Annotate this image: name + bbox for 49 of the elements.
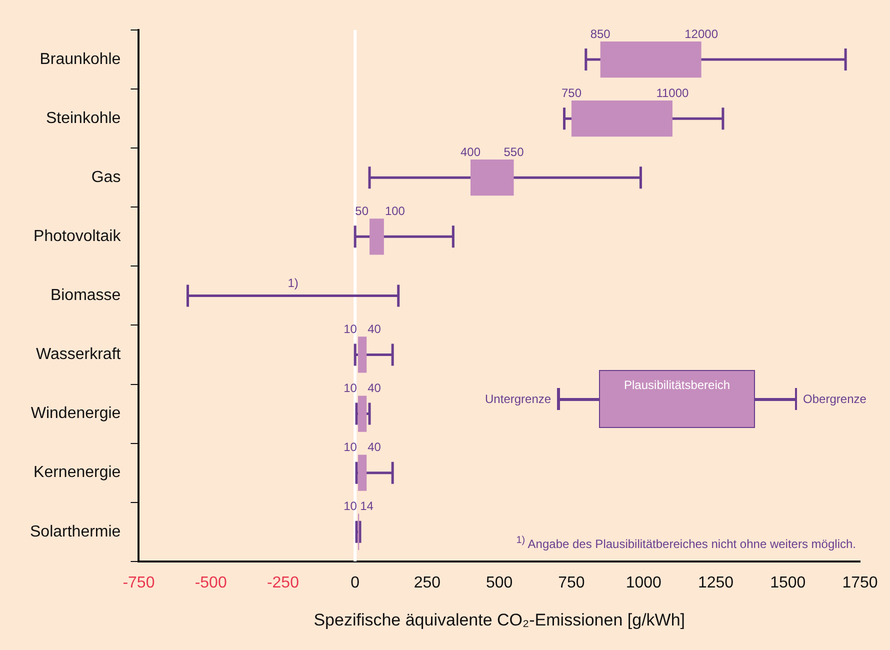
y-tick-label: Kernenergie	[34, 464, 121, 482]
y-tick-label: Photovoltaik	[34, 228, 122, 246]
bar	[358, 454, 367, 491]
annotation: 10	[344, 440, 358, 454]
x-tick-label: -750	[122, 574, 155, 592]
bar	[370, 218, 384, 255]
annotation: 12000	[684, 26, 718, 41]
annotation: 14	[360, 499, 374, 514]
annotation: 40	[368, 322, 382, 336]
y-tick-label: Solarthermie	[30, 523, 121, 540]
x-tick-label: 500	[486, 574, 513, 592]
annotation: 400	[460, 144, 481, 159]
y-tick-label: Steinkohle	[46, 110, 121, 127]
bar	[358, 396, 367, 432]
annotation: 40	[368, 381, 382, 396]
x-axis-title: Spezifische äquivalente CO₂-Emissionen [g/kWh]	[314, 610, 686, 630]
bar	[358, 336, 367, 373]
x-tick-label: -250	[266, 574, 300, 592]
bar	[470, 160, 514, 196]
x-tick-label: 250	[414, 574, 441, 592]
y-tick-label: Biomasse	[50, 287, 121, 304]
annotation: 50	[355, 204, 369, 218]
y-tick-label: Windenergie	[30, 405, 121, 422]
annotation: 1)	[288, 276, 298, 290]
text: Plausibilitätsbereich	[623, 378, 732, 392]
x-tick-label: 0	[350, 574, 360, 592]
annotation: 10	[344, 381, 358, 396]
bar	[571, 100, 672, 137]
annotation: 100	[384, 204, 406, 218]
annotation: $^{1)}$ Angabe des Plausibilitätbereiches nicht ohne weiters möglich.	[516, 535, 856, 552]
x-tick-label: 750	[558, 574, 585, 592]
x-tick-label: 1750	[842, 574, 878, 592]
annotation: 850	[590, 26, 611, 41]
y-tick-label: Braunkohle	[40, 50, 121, 68]
annotation: 10	[344, 322, 358, 336]
annotation: 750	[561, 86, 582, 100]
y-tick-label: Gas	[91, 169, 121, 186]
bar	[600, 41, 702, 78]
x-tick-label: -500	[194, 574, 227, 592]
annotation: 10	[344, 499, 358, 514]
annotation: Obergrenze	[803, 392, 866, 406]
x-tick-label: 1500	[770, 574, 806, 592]
annotation: 40	[368, 440, 382, 454]
x-tick-label: 1000	[626, 574, 662, 592]
annotation: 11000	[656, 86, 690, 100]
annotation: 550	[504, 144, 524, 159]
y-tick-label: Wasserkraft	[36, 346, 122, 364]
annotation: Untergrenze	[485, 392, 552, 406]
x-tick-label: 1250	[698, 574, 734, 592]
